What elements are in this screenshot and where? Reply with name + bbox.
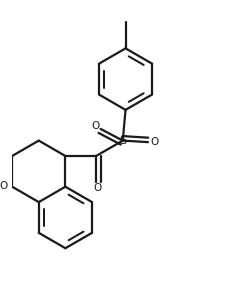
Text: S: S (119, 134, 126, 147)
Text: O: O (91, 121, 100, 131)
Text: O: O (151, 137, 159, 147)
Text: O: O (0, 181, 7, 191)
Text: O: O (93, 183, 102, 193)
